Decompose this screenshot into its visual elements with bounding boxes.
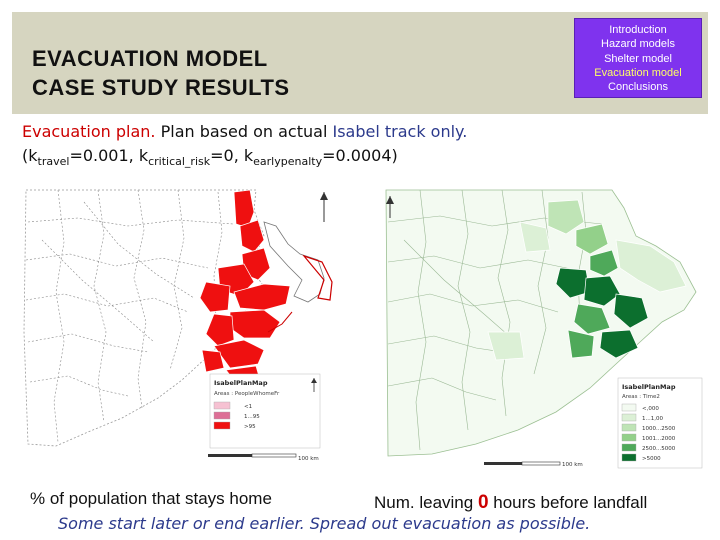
left-legend-label-1: <1 xyxy=(244,404,252,410)
param-risk-value: =0, k xyxy=(210,146,254,165)
left-legend-north-icon xyxy=(311,378,317,392)
right-legend-label-3: 1000...2500 xyxy=(642,426,676,432)
caption-right-number: 0 xyxy=(477,492,489,513)
right-legend-swatch-4 xyxy=(621,433,637,442)
right-legend-title: IsabelPlanMap xyxy=(622,383,676,391)
section-nav: Introduction Hazard models Shelter model… xyxy=(574,18,702,98)
right-legend-swatch-2 xyxy=(621,413,637,422)
plan-text: Plan based on actual xyxy=(160,122,333,141)
right-legend-label-6: >5000 xyxy=(642,456,661,462)
left-legend: IsabelPlanMap Areas : PeopleWhomeFr <1 1… xyxy=(209,373,321,449)
right-scale-label: 100 km xyxy=(562,462,583,468)
caption-right: Num. leaving 0 hours before landfall xyxy=(374,492,647,514)
right-legend-label-5: 2500...5000 xyxy=(642,446,676,452)
left-legend-title: IsabelPlanMap xyxy=(214,379,268,387)
plan-track: Isabel track only. xyxy=(332,122,468,141)
slide-title: EVACUATION MODEL CASE STUDY RESULTS xyxy=(32,44,290,102)
param-early-sub: earlypenalty xyxy=(253,155,323,168)
right-legend: IsabelPlanMap Areas : Time2 <,000 1...1,… xyxy=(617,377,703,469)
north-arrow-icon xyxy=(320,192,328,222)
left-legend-label-2: 1...95 xyxy=(244,414,260,420)
right-legend-label-2: 1...1,00 xyxy=(642,416,663,422)
right-legend-label-1: <,000 xyxy=(642,406,659,412)
plan-label: Evacuation plan. xyxy=(22,122,156,141)
model-parameters: (ktravel=0.001, kcritical_risk=0, kearly… xyxy=(22,145,398,173)
map-hours-before-landfall: IsabelPlanMap Areas : Time2 <,000 1...1,… xyxy=(380,182,706,472)
right-scale-bar: 100 km xyxy=(484,461,583,468)
nav-item-shelter-model[interactable]: Shelter model xyxy=(604,52,672,65)
nav-item-hazard-models[interactable]: Hazard models xyxy=(601,38,675,51)
map-population-stays-home: IsabelPlanMap Areas : PeopleWhomeFr <1 1… xyxy=(18,182,340,465)
caption-right-prefix: Num. leaving xyxy=(374,493,478,512)
left-legend-swatch-1 xyxy=(213,401,231,410)
right-legend-swatch-6 xyxy=(621,453,637,462)
param-k-open: (k xyxy=(22,146,38,165)
nav-item-introduction[interactable]: Introduction xyxy=(609,24,667,36)
nav-item-evacuation-model[interactable]: Evacuation model xyxy=(594,66,682,79)
left-scale-label: 100 km xyxy=(298,456,319,462)
slide-title-line2: CASE STUDY RESULTS xyxy=(32,75,290,100)
param-travel-sub: travel xyxy=(37,155,70,168)
left-scale-bar: 100 km xyxy=(208,453,319,462)
param-travel-value: =0.001, k xyxy=(69,146,149,165)
left-legend-swatch-2 xyxy=(213,411,231,420)
footer-note: Some start later or end earlier. Spread … xyxy=(58,514,591,533)
caption-left: % of population that stays home xyxy=(30,489,272,508)
plan-description: Evacuation plan. Plan based on actual Is… xyxy=(22,121,467,143)
left-legend-label-3: >95 xyxy=(244,424,256,430)
nav-item-conclusions[interactable]: Conclusions xyxy=(608,81,668,94)
left-legend-subtitle: Areas : PeopleWhomeFr xyxy=(214,391,280,397)
param-early-value: =0.0004) xyxy=(322,146,398,165)
right-legend-label-4: 1001...2000 xyxy=(642,436,676,442)
right-legend-swatch-3 xyxy=(621,423,637,432)
param-risk-sub: critical_risk xyxy=(148,155,211,168)
caption-right-suffix: hours before landfall xyxy=(488,493,648,512)
right-legend-swatch-5 xyxy=(621,443,637,452)
right-legend-swatch-1 xyxy=(621,403,637,412)
right-north-arrow-icon xyxy=(386,196,394,218)
slide-title-line1: EVACUATION MODEL xyxy=(32,46,268,71)
right-legend-subtitle: Areas : Time2 xyxy=(622,394,660,400)
left-legend-swatch-3 xyxy=(213,421,231,430)
